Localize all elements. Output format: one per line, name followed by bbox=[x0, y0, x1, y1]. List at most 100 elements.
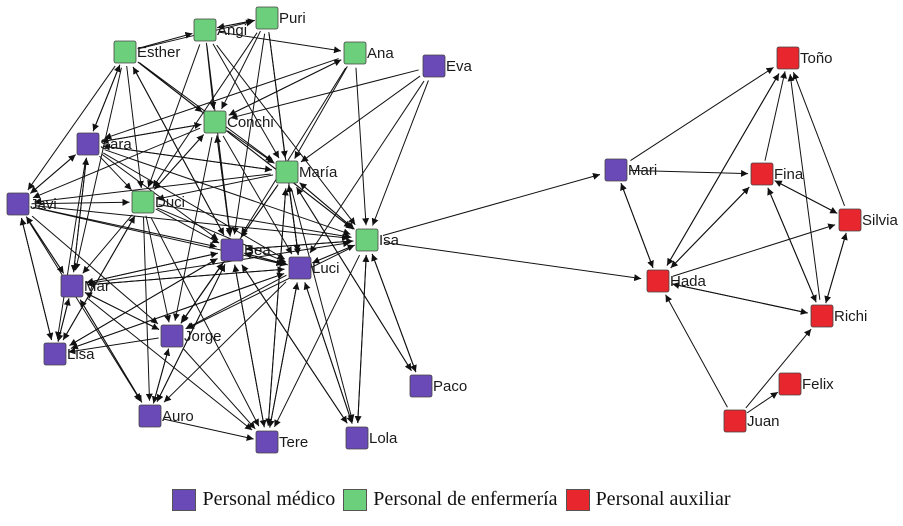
node-label-bea: Bea bbox=[244, 242, 271, 259]
edge-sara-esther bbox=[92, 64, 121, 132]
edge-richi-silvia bbox=[825, 232, 848, 304]
edge-sara-conchi bbox=[101, 122, 202, 143]
edge-richi-tono bbox=[787, 74, 821, 300]
edge-hada-silvia bbox=[672, 223, 836, 277]
node-box-mari bbox=[604, 158, 628, 182]
node-box-conchi bbox=[203, 110, 227, 134]
edge-lisa-bea bbox=[69, 258, 218, 346]
node-box-angi bbox=[193, 18, 217, 42]
node-silvia: Silvia bbox=[838, 208, 899, 232]
node-lola: Lola bbox=[345, 426, 398, 450]
node-javi: Javi bbox=[6, 192, 57, 216]
node-auro: Auro bbox=[138, 404, 194, 428]
edge-lisa-mar bbox=[57, 298, 71, 342]
edge-bea-isa bbox=[245, 238, 354, 250]
node-box-hada bbox=[646, 269, 670, 293]
node-label-ana: Ana bbox=[367, 45, 394, 62]
node-label-isa: Isa bbox=[379, 232, 400, 249]
node-bea: Bea bbox=[220, 238, 271, 262]
edge-silvia-tono bbox=[792, 72, 846, 206]
node-box-esther bbox=[113, 40, 137, 64]
node-box-isa bbox=[355, 228, 379, 252]
node-tere: Tere bbox=[255, 430, 308, 454]
edge-tere-bea bbox=[232, 264, 265, 428]
node-label-felix: Felix bbox=[802, 376, 834, 393]
edge-esther-mar bbox=[73, 67, 122, 271]
edge-duci-isa bbox=[158, 204, 352, 240]
node-label-angi: Angi bbox=[217, 22, 247, 39]
edge-duci-luci bbox=[156, 207, 287, 263]
edge-javi-isa bbox=[35, 205, 350, 241]
node-luci: Luci bbox=[288, 256, 340, 280]
node-lisa: Lisa bbox=[43, 342, 95, 366]
edge-javi-sara bbox=[30, 154, 76, 194]
edge-eva-luci bbox=[309, 80, 425, 254]
node-label-duci: Duci bbox=[155, 194, 185, 211]
edge-richi-fina bbox=[767, 187, 817, 303]
edge-ana-maria bbox=[294, 66, 348, 159]
edge-ana-sara bbox=[104, 58, 339, 140]
edge-eva-isa bbox=[371, 80, 429, 226]
node-label-tere: Tere bbox=[279, 434, 308, 451]
node-label-mari: Mari bbox=[628, 162, 657, 179]
edge-paco-maria bbox=[296, 187, 412, 371]
node-label-lisa: Lisa bbox=[67, 346, 95, 363]
edge-fina-hada bbox=[670, 186, 750, 269]
node-box-sara bbox=[76, 132, 100, 156]
edge-tere-luci bbox=[269, 282, 300, 428]
legend-label-enfermeria: Personal de enfermería bbox=[373, 488, 558, 510]
nodes: Angi Puri Esther Ana Eva Conchi Sara María Javi D… bbox=[6, 6, 899, 454]
node-box-bea bbox=[220, 238, 244, 262]
edge-lisa-luci bbox=[70, 272, 285, 349]
node-label-luci: Luci bbox=[312, 260, 340, 277]
edge-maria-sara bbox=[102, 143, 273, 171]
node-label-conchi: Conchi bbox=[227, 114, 274, 131]
node-box-tono bbox=[776, 46, 800, 70]
edge-mari-tono bbox=[630, 66, 774, 162]
edge-mari-fina bbox=[629, 169, 749, 177]
edge-javi-auro bbox=[27, 218, 141, 402]
node-box-jorge bbox=[160, 324, 184, 348]
node-ana: Ana bbox=[343, 41, 394, 65]
edge-duci-mar bbox=[82, 214, 133, 274]
edge-isa-mari bbox=[382, 173, 601, 236]
node-label-auro: Auro bbox=[162, 408, 194, 425]
legend-item-auxiliar: Personal auxiliar bbox=[565, 488, 731, 511]
node-paco: Paco bbox=[409, 374, 467, 398]
node-box-richi bbox=[810, 304, 834, 328]
edge-jorge-lisa bbox=[68, 337, 159, 355]
node-label-mar: Mar bbox=[84, 278, 110, 295]
node-label-maria: María bbox=[299, 164, 338, 181]
edge-esther-javi bbox=[27, 65, 116, 191]
edge-esther-duci bbox=[126, 65, 144, 189]
edge-conchi-ana bbox=[228, 59, 342, 116]
node-label-sara: Sara bbox=[100, 136, 132, 153]
node-box-duci bbox=[131, 190, 155, 214]
edge-duci-conchi bbox=[153, 134, 205, 190]
edge-sara-duci bbox=[99, 155, 132, 191]
edge-conchi-luci bbox=[222, 135, 293, 255]
node-maria: María bbox=[275, 160, 338, 184]
node-box-ana bbox=[343, 41, 367, 65]
node-hada: Hada bbox=[646, 269, 707, 293]
edge-jorge-tere bbox=[183, 348, 256, 430]
edge-ana-isa bbox=[355, 67, 370, 226]
legend-label-auxiliar: Personal auxiliar bbox=[595, 488, 731, 510]
node-sara: Sara bbox=[76, 132, 132, 156]
edge-javi-duci bbox=[31, 198, 130, 206]
edge-isa-hada bbox=[383, 241, 642, 282]
node-label-paco: Paco bbox=[433, 378, 467, 395]
edge-duci-tere bbox=[150, 217, 260, 427]
edge-tere-maria bbox=[267, 188, 289, 426]
network-graph: Angi Puri Esther Ana Eva Conchi Sara María Javi D… bbox=[6, 6, 899, 454]
edge-mar-sara bbox=[73, 157, 90, 273]
node-box-javi bbox=[6, 192, 30, 216]
edge-richi-hada bbox=[672, 282, 808, 314]
edge-juan-felix bbox=[746, 391, 779, 414]
edge-auro-bea bbox=[156, 264, 226, 402]
node-box-lisa bbox=[43, 342, 67, 366]
node-puri: Puri bbox=[255, 6, 306, 30]
edge-jorge-bea bbox=[180, 262, 224, 324]
edge-lola-luci bbox=[303, 282, 353, 424]
node-box-mar bbox=[60, 274, 84, 298]
